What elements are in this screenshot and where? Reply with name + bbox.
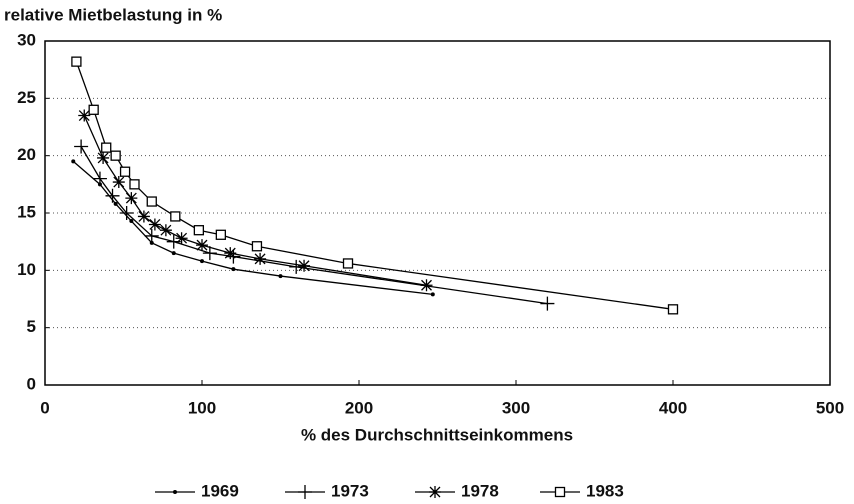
marker (137, 210, 150, 223)
marker (148, 218, 161, 231)
series-line (80, 146, 548, 305)
x-tick-label: 0 (40, 398, 49, 417)
marker (78, 109, 91, 122)
x-tick-label: 500 (816, 398, 844, 417)
marker (119, 166, 131, 177)
legend-marker (429, 486, 441, 498)
marker (113, 201, 118, 206)
legend-marker (173, 490, 177, 494)
marker (112, 176, 125, 189)
y-tick-label: 25 (17, 88, 36, 107)
marker (101, 142, 112, 153)
marker (119, 206, 134, 220)
y-tick-label: 30 (17, 30, 36, 49)
marker (88, 104, 99, 115)
marker (71, 159, 76, 164)
legend-label: 1983 (586, 481, 624, 500)
marker (540, 296, 555, 311)
marker (129, 219, 134, 224)
marker (430, 292, 435, 297)
marker (420, 279, 433, 292)
marker (110, 150, 121, 161)
x-tick-label: 200 (345, 398, 373, 417)
marker (175, 232, 188, 245)
marker (105, 188, 120, 203)
marker (202, 246, 217, 261)
marker (298, 259, 311, 272)
marker (71, 56, 82, 67)
marker (278, 274, 283, 279)
legend-label: 1978 (461, 481, 499, 500)
marker (74, 139, 89, 154)
marker (200, 259, 204, 264)
x-tick-label: 300 (502, 398, 530, 417)
legend-marker (298, 485, 312, 499)
chart-title: relative Mietbelastung in % (4, 5, 222, 24)
y-tick-label: 15 (17, 202, 36, 221)
marker (171, 251, 176, 256)
x-tick-label: 400 (659, 398, 687, 417)
marker (92, 171, 107, 186)
marker (159, 224, 172, 237)
marker (342, 258, 354, 269)
plot-frame (44, 40, 831, 386)
marker (146, 196, 157, 207)
marker (289, 259, 304, 274)
y-tick-label: 10 (17, 260, 36, 279)
legend-marker (554, 486, 566, 498)
marker (196, 239, 208, 252)
marker (667, 304, 679, 315)
marker (193, 225, 205, 236)
marker (215, 229, 226, 240)
marker (97, 151, 110, 164)
y-tick-label: 0 (27, 374, 36, 393)
y-tick-label: 20 (17, 145, 36, 164)
marker (144, 228, 159, 243)
x-tick-label: 100 (188, 398, 216, 417)
marker (251, 241, 263, 252)
legend-label: 1973 (331, 481, 369, 500)
marker (170, 211, 181, 222)
marker (125, 192, 138, 205)
marker (129, 179, 140, 190)
marker (254, 252, 267, 265)
legend-label: 1969 (201, 481, 239, 500)
marker (224, 247, 237, 260)
series-line (72, 160, 433, 296)
x-axis-label: % des Durchschnittseinkommens (301, 425, 573, 444)
marker (231, 267, 236, 272)
y-tick-label: 5 (27, 317, 36, 336)
